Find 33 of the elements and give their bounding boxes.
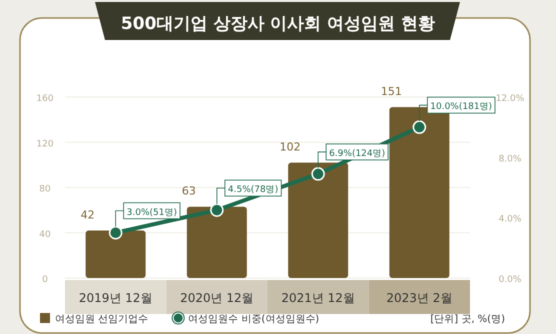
- x-tick-label: 2023년 2월: [386, 291, 452, 305]
- data-label: 151: [380, 85, 402, 98]
- point: [108, 226, 122, 240]
- point: [311, 167, 325, 181]
- bar: [186, 206, 247, 278]
- chart-title: 500대기업 상장사 이사회 여성임원 현황: [120, 14, 436, 34]
- text: [단위] 곳, %(명): [430, 314, 506, 325]
- data-label: 3.0%(51명): [126, 208, 177, 218]
- data-label: 4.5%(78명): [228, 185, 278, 196]
- data-label: 42: [80, 208, 95, 222]
- plot: 0 40 80 120 160 0.0% 4.0% 8.0% 12.0% 2019년 12월 2020년 12월 2021년 12월 2023년 2월 42 63 102 151 3.0%(51명) 4.5%(78명) 6.9%(124명) 10.0%(181명): [36, 85, 524, 314]
- legend-label: 여성임원 선임기업수: [55, 314, 148, 325]
- legend-label: 여성임원수 비중(여성임원수): [188, 314, 320, 325]
- bar: [288, 162, 348, 278]
- x-tick-label: 2019년 12월: [78, 291, 152, 305]
- y2-tick-label: 12.0%: [496, 94, 525, 104]
- y2-tick-label: 0.0%: [498, 275, 522, 285]
- y-tick-label: 80: [39, 184, 51, 194]
- data-label: 10.0%(181명): [430, 102, 492, 112]
- x-tick-label: 2020년 12월: [180, 291, 254, 305]
- bar: [86, 230, 146, 278]
- y-tick-label: 40: [39, 230, 51, 240]
- data-label: 6.9%(124명): [329, 148, 386, 159]
- y-tick-label: 160: [36, 94, 54, 104]
- point: [210, 203, 224, 217]
- y2-tick-label: 4.0%: [498, 214, 522, 225]
- data-label: 102: [280, 140, 301, 154]
- x-tick-label: 2021년 12월: [281, 291, 355, 305]
- point: [412, 120, 426, 134]
- y2-tick-label: 8.0%: [498, 154, 522, 164]
- y-tick-label: 120: [36, 139, 54, 150]
- y-tick-label: 0: [42, 275, 48, 285]
- data-label: 63: [182, 184, 196, 198]
